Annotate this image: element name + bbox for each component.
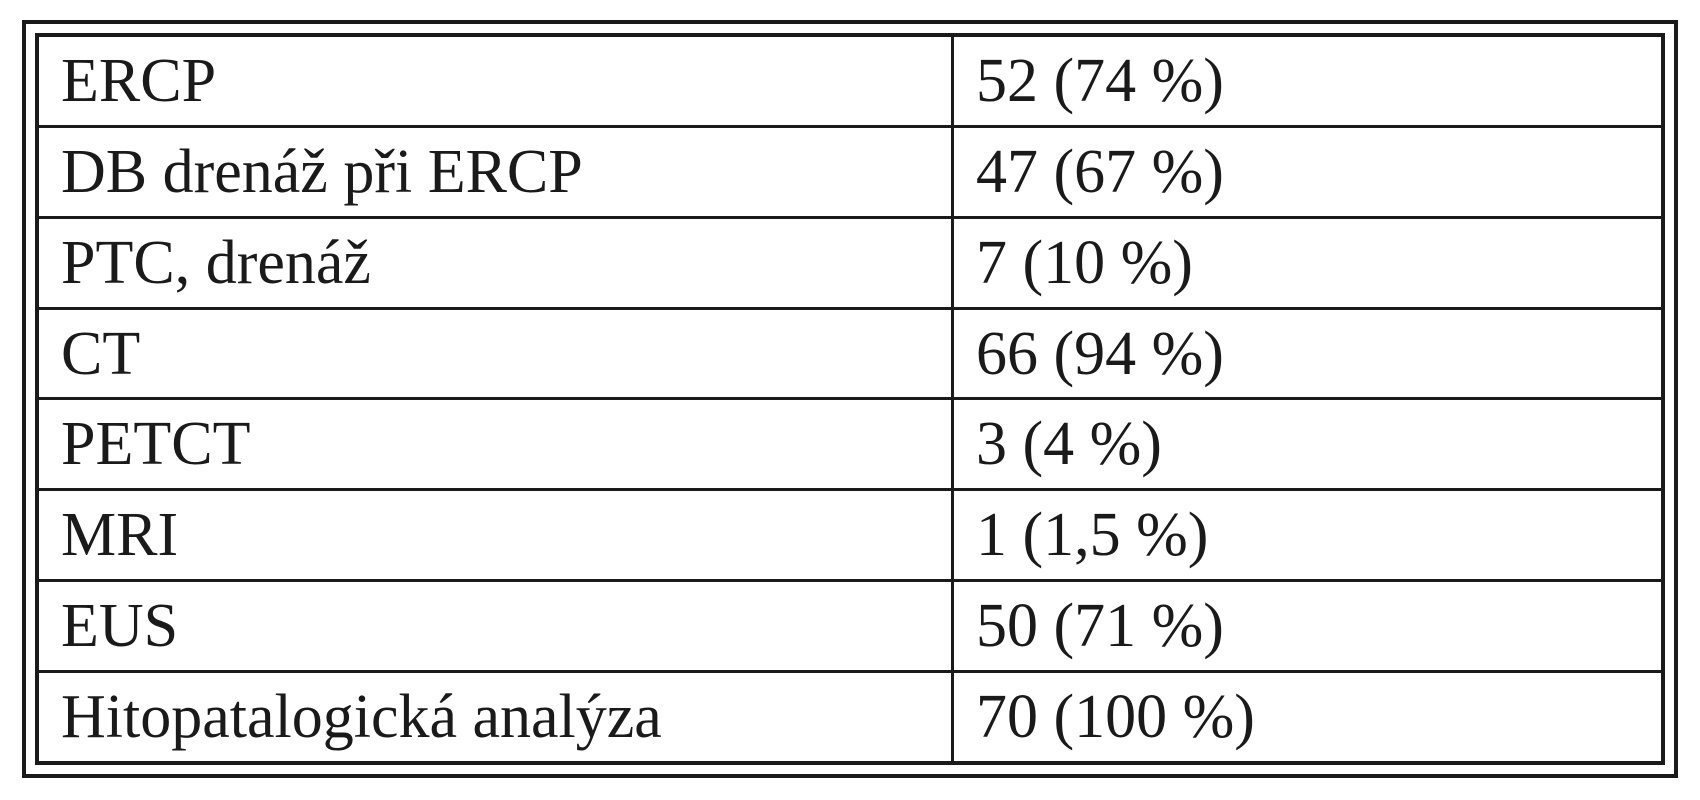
table-row: DB drenáž při ERCP 47 (67 %) (35, 125, 1665, 219)
count-cell: 47 (67 %) (951, 125, 1665, 219)
table-row: ERCP 52 (74 %) (35, 33, 1665, 129)
table-row: PETCT 3 (4 %) (35, 397, 1665, 492)
table-row: EUS 50 (71 %) (35, 579, 1665, 673)
count-cell: 66 (94 %) (951, 306, 1665, 401)
table-row: Hitopatalogická analýza 70 (100 %) (35, 669, 1665, 765)
table-frame: ERCP 52 (74 %) DB drenáž při ERCP 47 (67 %)… (22, 20, 1678, 778)
table-row: CT 66 (94 %) (35, 306, 1665, 401)
table: ERCP 52 (74 %) DB drenáž při ERCP 47 (67 %)… (35, 33, 1665, 765)
table-body: ERCP 52 (74 %) DB drenáž při ERCP 47 (67 %)… (35, 33, 1665, 765)
method-cell: ERCP (35, 33, 954, 129)
table-row: MRI 1 (1,5 %) (35, 488, 1665, 583)
count-cell: 52 (74 %) (951, 33, 1665, 129)
count-cell: 50 (71 %) (951, 579, 1665, 673)
method-cell: CT (35, 306, 954, 401)
method-cell: EUS (35, 579, 954, 673)
count-cell: 70 (100 %) (951, 669, 1665, 765)
method-cell: DB drenáž při ERCP (35, 125, 954, 219)
count-cell: 1 (1,5 %) (951, 488, 1665, 583)
method-cell: PETCT (35, 397, 954, 492)
count-cell: 3 (4 %) (951, 397, 1665, 492)
method-cell: PTC, drenáž (35, 215, 954, 310)
method-cell: Hitopatalogická analýza (35, 669, 954, 765)
table-row: PTC, drenáž 7 (10 %) (35, 215, 1665, 310)
method-cell: MRI (35, 488, 954, 583)
count-cell: 7 (10 %) (951, 215, 1665, 310)
